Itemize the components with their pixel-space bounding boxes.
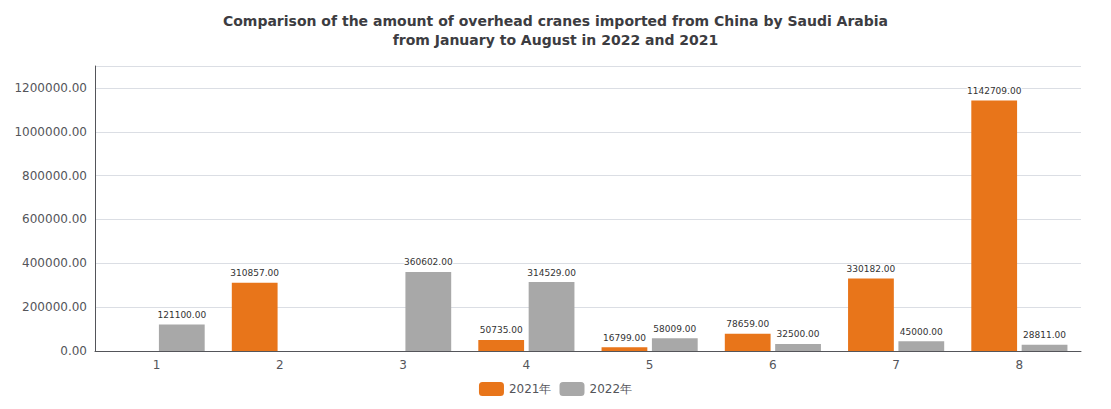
svg-text:28811.00: 28811.00 bbox=[1023, 330, 1066, 340]
svg-text:121100.00: 121100.00 bbox=[157, 310, 206, 320]
svg-text:45000.00: 45000.00 bbox=[900, 327, 943, 337]
svg-text:16799.00: 16799.00 bbox=[603, 333, 646, 343]
svg-text:Comparison of the amount of ov: Comparison of the amount of overhead cra… bbox=[223, 13, 888, 29]
svg-text:1200000.00: 1200000.00 bbox=[14, 81, 87, 95]
svg-text:2021年: 2021年 bbox=[509, 382, 552, 396]
svg-text:from January to August in 2022: from January to August in 2022 and 2021 bbox=[393, 32, 719, 48]
svg-text:200000.00: 200000.00 bbox=[22, 300, 87, 314]
svg-text:58009.00: 58009.00 bbox=[653, 324, 696, 334]
svg-text:50735.00: 50735.00 bbox=[480, 325, 523, 335]
svg-text:400000.00: 400000.00 bbox=[22, 256, 87, 270]
svg-text:6: 6 bbox=[769, 358, 777, 372]
svg-text:32500.00: 32500.00 bbox=[777, 329, 820, 339]
svg-text:7: 7 bbox=[892, 358, 900, 372]
svg-text:360602.00: 360602.00 bbox=[404, 257, 453, 267]
svg-text:800000.00: 800000.00 bbox=[22, 169, 87, 183]
svg-text:2: 2 bbox=[276, 358, 284, 372]
svg-text:4: 4 bbox=[523, 358, 531, 372]
svg-text:310857.00: 310857.00 bbox=[230, 268, 279, 278]
svg-text:8: 8 bbox=[1016, 358, 1024, 372]
svg-text:1: 1 bbox=[153, 358, 161, 372]
svg-text:1000000.00: 1000000.00 bbox=[14, 125, 87, 139]
svg-text:3: 3 bbox=[399, 358, 407, 372]
svg-text:5: 5 bbox=[646, 358, 654, 372]
svg-text:78659.00: 78659.00 bbox=[726, 319, 769, 329]
svg-text:1142709.00: 1142709.00 bbox=[967, 86, 1022, 96]
svg-text:0.00: 0.00 bbox=[60, 344, 87, 358]
svg-text:314529.00: 314529.00 bbox=[527, 268, 576, 278]
svg-text:600000.00: 600000.00 bbox=[22, 212, 87, 226]
svg-text:330182.00: 330182.00 bbox=[847, 264, 896, 274]
svg-text:2022年: 2022年 bbox=[590, 382, 633, 396]
